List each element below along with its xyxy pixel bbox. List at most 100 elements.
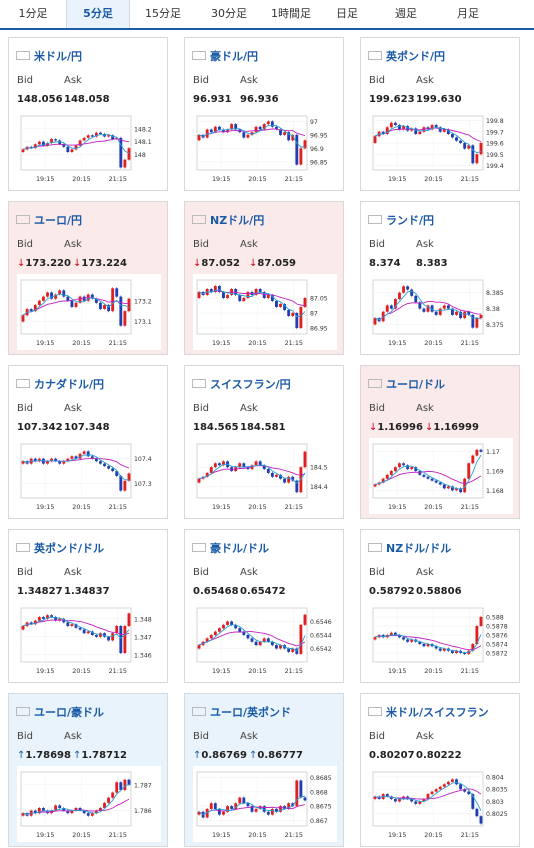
rate-card[interactable]: ユーロ/ドル Bid Ask ↓1.16996 ↓1.16999 1.17 1.169 1.1… bbox=[360, 365, 520, 519]
rate-card[interactable]: ランド/円 Bid Ask 8.374 8.383 8.385 8.38 8.375 19:15… bbox=[360, 201, 520, 355]
currency-pair-link[interactable]: 米ドル/スイスフラン bbox=[386, 706, 489, 719]
price-chart[interactable]: 199.8 199.7 199.6 199.5 199.4 19:15 20:15 21:15 bbox=[369, 110, 513, 186]
plot-frame bbox=[196, 443, 308, 499]
currency-pair-link[interactable]: NZドル/ドル bbox=[386, 542, 452, 555]
rate-card[interactable]: ユーロ/円 Bid Ask ↓173.220 ↓173.224 173.2 173.1 19:… bbox=[8, 201, 168, 355]
currency-pair-link[interactable]: 豪ドル/ドル bbox=[210, 542, 270, 555]
y-tick-label: 148.1 bbox=[134, 139, 152, 146]
currency-pair-link[interactable]: NZドル/円 bbox=[210, 214, 265, 227]
rate-card[interactable]: NZドル/ドル Bid Ask 0.58792 0.58806 0.588 0.5878 0.… bbox=[360, 529, 520, 683]
ma-long-line bbox=[374, 127, 482, 142]
candle bbox=[434, 311, 438, 315]
candle bbox=[90, 631, 94, 635]
candle bbox=[37, 300, 41, 305]
candle bbox=[430, 478, 434, 481]
candle bbox=[426, 794, 430, 799]
candle bbox=[410, 799, 414, 802]
price-chart[interactable]: 0.8685 0.868 0.8675 0.867 19:15 20:15 21:15 bbox=[193, 766, 337, 842]
rate-card[interactable]: 米ドル/円 Bid Ask 148.056 148.058 148.2 148.1 148 19… bbox=[8, 37, 168, 191]
y-tick-label: 0.5876 bbox=[486, 633, 508, 640]
bid-value: 107.342 bbox=[17, 422, 63, 433]
price-chart[interactable]: 0.588 0.5878 0.5876 0.5874 0.5872 19:15 20:15 2… bbox=[369, 602, 513, 678]
currency-pair-link[interactable]: スイスフラン/円 bbox=[210, 378, 291, 391]
candle bbox=[127, 613, 131, 626]
tab-0[interactable]: 1分足 bbox=[18, 7, 48, 20]
rate-card[interactable]: ユーロ/英ポンド Bid Ask ↑0.86769 ↑0.86777 0.8685 0.86… bbox=[184, 693, 344, 847]
candle bbox=[21, 626, 25, 630]
currency-pair-link[interactable]: 豪ドル/円 bbox=[210, 50, 259, 63]
rate-card[interactable]: 英ポンド/ドル Bid Ask 1.34827 1.34837 1.348 1.347 1.3… bbox=[8, 529, 168, 683]
tab-6[interactable]: 週足 bbox=[395, 7, 417, 20]
candle bbox=[234, 803, 238, 809]
candle bbox=[115, 782, 119, 793]
price-chart[interactable]: 148.2 148.1 148 19:15 20:15 21:15 bbox=[17, 110, 161, 186]
candle bbox=[82, 629, 86, 634]
candle bbox=[209, 803, 213, 809]
rate-card[interactable]: スイスフラン/円 Bid Ask 184.565 184.581 184.5 184.4 19… bbox=[184, 365, 344, 519]
price-chart[interactable]: 0.804 0.8035 0.803 0.8025 19:15 20:15 21:15 bbox=[369, 766, 513, 842]
price-chart[interactable]: 1.787 1.786 19:15 20:15 21:15 bbox=[17, 766, 161, 842]
tab-4[interactable]: 1時間足 bbox=[271, 7, 311, 20]
tab-7[interactable]: 月足 bbox=[457, 7, 479, 20]
candle bbox=[33, 620, 37, 625]
price-chart[interactable]: 0.6546 0.6544 0.6542 19:15 20:15 21:15 bbox=[193, 602, 337, 678]
bid-label: Bid bbox=[193, 239, 209, 250]
tab-3[interactable]: 30分足 bbox=[211, 7, 247, 20]
price-chart[interactable]: 1.17 1.169 1.168 19:15 20:15 21:15 bbox=[369, 438, 513, 514]
x-tick-label: 21:15 bbox=[461, 175, 479, 183]
x-tick-label: 19:15 bbox=[388, 175, 406, 183]
currency-pair-link[interactable]: 英ポンド/ドル bbox=[34, 542, 105, 555]
rate-card[interactable]: ユーロ/豪ドル Bid Ask ↑1.78698 ↑1.78712 1.787 1.786 1… bbox=[8, 693, 168, 847]
ask-price: 0.58806 bbox=[416, 586, 462, 597]
currency-pair-link[interactable]: ユーロ/円 bbox=[34, 214, 83, 227]
rate-card[interactable]: 米ドル/スイスフラン Bid Ask 0.80207 0.80222 0.804 0.803… bbox=[360, 693, 520, 847]
candle bbox=[410, 639, 414, 642]
ask-label: Ask bbox=[64, 567, 82, 578]
candle bbox=[41, 296, 45, 301]
tab-2[interactable]: 15分足 bbox=[145, 7, 181, 20]
currency-flag-icon bbox=[192, 51, 206, 60]
ask-label: Ask bbox=[416, 731, 434, 742]
rate-card[interactable]: カナダドル/円 Bid Ask 107.342 107.348 107.4 107.3 19:… bbox=[8, 365, 168, 519]
currency-flag-icon bbox=[192, 379, 206, 388]
price-chart[interactable]: 97 96.95 96.9 96.85 19:15 20:15 21:15 bbox=[193, 110, 337, 186]
currency-pair-link[interactable]: ランド/円 bbox=[386, 214, 435, 227]
price-chart[interactable]: 1.348 1.347 1.346 19:15 20:15 21:15 bbox=[17, 602, 161, 678]
price-chart[interactable]: 184.5 184.4 19:15 20:15 21:15 bbox=[193, 438, 337, 514]
candle bbox=[303, 614, 307, 625]
candle bbox=[37, 458, 41, 462]
rate-card[interactable]: NZドル/円 Bid Ask ↓87.052 ↓87.059 87.05 87 86.95 19… bbox=[184, 201, 344, 355]
currency-pair-link[interactable]: 米ドル/円 bbox=[34, 50, 83, 63]
trend-arrow-icon: ↓ bbox=[425, 422, 434, 433]
ask-price: 87.059 bbox=[257, 258, 296, 269]
currency-pair-link[interactable]: カナダドル/円 bbox=[34, 378, 105, 391]
tab-1[interactable]: 5分足 bbox=[66, 0, 130, 28]
candle bbox=[262, 465, 266, 470]
x-tick-label: 20:15 bbox=[424, 175, 442, 183]
currency-pair-link[interactable]: ユーロ/豪ドル bbox=[34, 706, 105, 719]
rate-card[interactable]: 英ポンド/円 Bid Ask 199.623 199.630 199.8 199.7 199.… bbox=[360, 37, 520, 191]
ask-label: Ask bbox=[64, 239, 82, 250]
y-tick-label: 0.5872 bbox=[486, 651, 508, 658]
candle bbox=[406, 465, 410, 470]
price-chart[interactable]: 87.05 87 86.95 19:15 20:15 21:15 bbox=[193, 274, 337, 350]
price-chart[interactable]: 107.4 107.3 19:15 20:15 21:15 bbox=[17, 438, 161, 514]
currency-pair-link[interactable]: 英ポンド/円 bbox=[386, 50, 446, 63]
x-tick-label: 19:15 bbox=[212, 667, 230, 675]
x-tick-label: 20:15 bbox=[248, 339, 266, 347]
x-tick-label: 20:15 bbox=[248, 503, 266, 511]
currency-pair-link[interactable]: ユーロ/ドル bbox=[386, 378, 446, 391]
tab-5[interactable]: 日足 bbox=[336, 7, 358, 20]
price-chart[interactable]: 8.385 8.38 8.375 19:15 20:15 21:15 bbox=[369, 274, 513, 350]
candle bbox=[275, 474, 278, 477]
y-tick-label: 8.385 bbox=[486, 290, 504, 297]
candle bbox=[33, 458, 37, 462]
bid-price: 107.342 bbox=[17, 422, 63, 433]
rate-card[interactable]: 豪ドル/円 Bid Ask 96.931 96.936 97 96.95 96.9 96.85 1… bbox=[184, 37, 344, 191]
currency-pair-link[interactable]: ユーロ/英ポンド bbox=[210, 706, 292, 719]
price-chart[interactable]: 173.2 173.1 19:15 20:15 21:15 bbox=[17, 274, 161, 350]
rate-card[interactable]: 豪ドル/ドル Bid Ask 0.65468 0.65472 0.6546 0.6544 0.… bbox=[184, 529, 344, 683]
candle bbox=[283, 132, 287, 135]
candle bbox=[438, 127, 442, 132]
candle bbox=[373, 484, 377, 487]
